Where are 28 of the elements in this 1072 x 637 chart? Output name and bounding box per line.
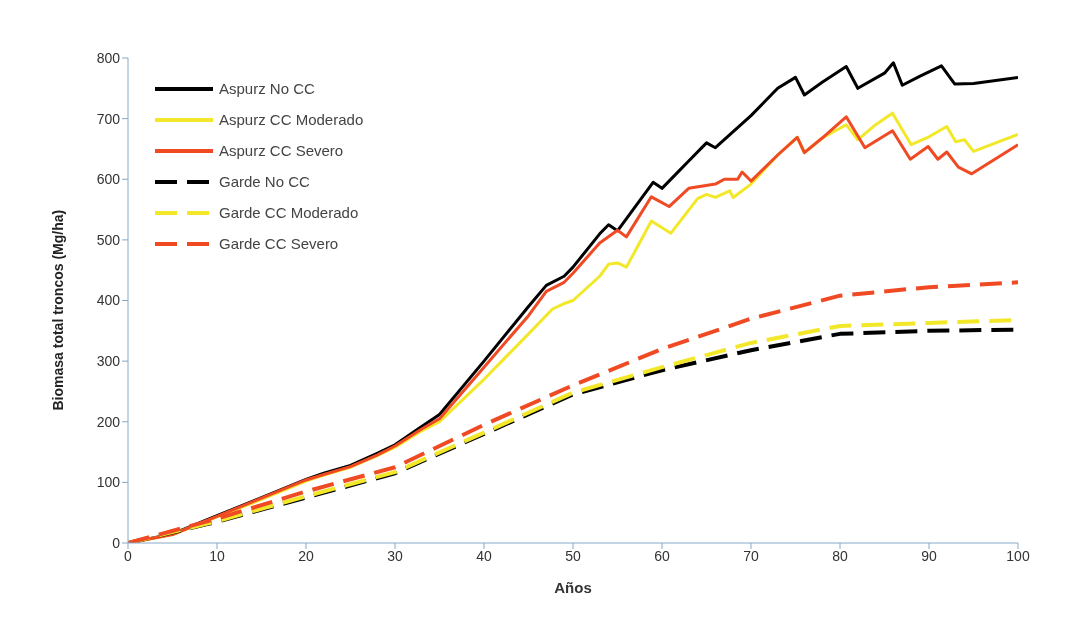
x-tick-label: 40 <box>476 547 492 564</box>
x-tick-label: 20 <box>298 547 314 564</box>
y-tick-label: 0 <box>112 534 121 551</box>
x-tick-label: 50 <box>565 547 581 564</box>
y-tick-label: 700 <box>96 110 121 127</box>
x-tick-label: 10 <box>209 547 225 564</box>
x-tick-label: 90 <box>921 547 937 564</box>
x-tick-label: 100 <box>1006 547 1030 564</box>
legend-label: Aspurz CC Moderado <box>219 111 364 128</box>
y-tick-label: 500 <box>96 231 121 248</box>
y-tick-label: 400 <box>96 292 121 309</box>
x-tick-label: 80 <box>832 547 848 564</box>
legend-label: Aspurz No CC <box>219 80 315 97</box>
legend-label: Garde CC Moderado <box>219 204 359 221</box>
y-tick-label: 600 <box>96 171 121 188</box>
y-tick-label: 300 <box>96 353 121 370</box>
x-tick-label: 70 <box>743 547 759 564</box>
x-tick-label: 60 <box>654 547 670 564</box>
x-tick-label: 0 <box>124 547 133 564</box>
y-tick-label: 800 <box>96 49 121 66</box>
y-tick-label: 100 <box>96 474 121 491</box>
legend-label: Garde CC Severo <box>219 235 339 252</box>
x-axis-title: Años <box>554 579 592 596</box>
y-axis-title: Biomasa total troncos (Mg/ha) <box>49 209 66 411</box>
legend-label: Garde No CC <box>219 173 310 190</box>
legend-label: Aspurz CC Severo <box>219 142 344 159</box>
x-tick-label: 30 <box>387 547 403 564</box>
y-tick-label: 200 <box>96 413 121 430</box>
